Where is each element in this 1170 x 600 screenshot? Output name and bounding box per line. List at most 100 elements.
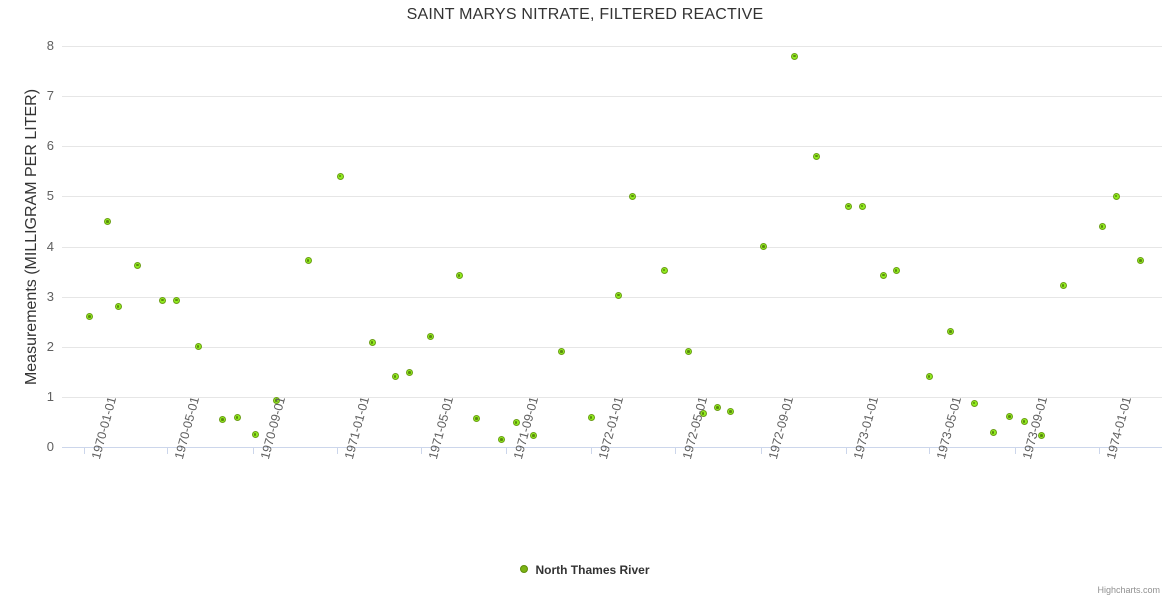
y-gridline <box>62 96 1162 98</box>
data-point[interactable] <box>272 397 280 405</box>
data-point[interactable] <box>455 272 463 280</box>
data-point[interactable] <box>1098 222 1106 230</box>
data-point-center <box>762 245 765 248</box>
data-point-center <box>949 330 952 333</box>
data-point-center <box>531 434 535 438</box>
data-point[interactable] <box>512 419 520 427</box>
x-tick-mark <box>420 448 422 454</box>
data-point[interactable] <box>858 202 866 210</box>
data-point-center <box>408 371 411 374</box>
data-point-center <box>88 315 91 318</box>
data-point-center <box>106 219 109 223</box>
data-point[interactable] <box>1038 432 1046 440</box>
data-point[interactable] <box>104 217 112 225</box>
y-tick-label: 5 <box>46 188 54 204</box>
data-point-center <box>370 341 374 344</box>
data-point-center <box>1138 259 1142 262</box>
plot-area <box>62 46 1162 448</box>
x-tick-mark <box>506 448 508 454</box>
data-point[interactable] <box>406 369 414 377</box>
y-axis-ticks: 0 1 2 3 4 5 6 7 8 <box>8 38 54 454</box>
data-point[interactable] <box>699 409 707 417</box>
data-point-center <box>1061 284 1065 287</box>
y-tick-label: 4 <box>46 238 54 254</box>
data-point-center <box>729 410 732 413</box>
data-point[interactable] <box>1112 192 1120 200</box>
y-gridline <box>62 196 1162 198</box>
data-point[interactable] <box>760 243 768 250</box>
data-point[interactable] <box>812 152 820 160</box>
data-point[interactable] <box>615 291 623 299</box>
data-point[interactable] <box>1059 282 1067 290</box>
data-point-center <box>631 194 634 198</box>
data-point[interactable] <box>970 399 978 407</box>
data-point-center <box>882 273 885 277</box>
data-point-center <box>474 417 478 421</box>
y-tick-label: 1 <box>46 388 54 404</box>
data-point[interactable] <box>304 257 312 265</box>
data-point[interactable] <box>497 435 505 443</box>
data-point[interactable] <box>684 348 692 356</box>
data-point-center <box>560 350 564 353</box>
data-point[interactable] <box>219 415 227 423</box>
x-tick-mark <box>1014 448 1016 454</box>
data-point[interactable] <box>368 339 376 347</box>
data-point[interactable] <box>159 296 167 304</box>
data-point-center <box>894 269 898 272</box>
data-point[interactable] <box>391 373 399 381</box>
data-point[interactable] <box>472 415 480 423</box>
data-point[interactable] <box>173 296 181 304</box>
data-point[interactable] <box>1020 418 1028 426</box>
data-point[interactable] <box>134 261 142 269</box>
y-gridline <box>62 46 1162 47</box>
x-tick-mark <box>337 448 339 454</box>
data-point[interactable] <box>989 428 997 436</box>
data-point[interactable] <box>880 271 888 279</box>
data-point[interactable] <box>114 303 122 311</box>
data-point[interactable] <box>86 313 94 321</box>
x-tick-mark <box>252 448 254 454</box>
x-tick-mark <box>1099 448 1101 454</box>
data-point[interactable] <box>587 414 595 422</box>
data-point[interactable] <box>629 192 637 200</box>
y-tick-label: 3 <box>46 288 54 304</box>
data-point-center <box>846 204 850 208</box>
data-point-center <box>175 298 178 302</box>
data-point[interactable] <box>251 430 259 438</box>
data-point-center <box>1022 420 1026 424</box>
data-point[interactable] <box>336 172 344 180</box>
data-point[interactable] <box>1006 413 1014 421</box>
data-point[interactable] <box>233 414 241 422</box>
data-point[interactable] <box>727 408 735 416</box>
data-point-center <box>499 437 503 441</box>
data-point[interactable] <box>1136 257 1144 265</box>
data-point[interactable] <box>714 404 722 412</box>
x-tick-mark <box>166 448 168 454</box>
y-tick-label: 6 <box>46 138 54 154</box>
data-point-center <box>927 375 931 378</box>
data-point-center <box>514 421 518 425</box>
x-tick-mark <box>591 448 593 454</box>
y-gridline <box>62 246 1162 248</box>
data-point-center <box>860 204 864 208</box>
data-point[interactable] <box>558 348 566 356</box>
data-point[interactable] <box>925 373 933 381</box>
data-point-center <box>116 305 120 308</box>
data-point[interactable] <box>844 202 852 210</box>
data-point[interactable] <box>791 52 799 60</box>
data-point[interactable] <box>529 432 537 440</box>
y-tick-label: 0 <box>46 439 54 454</box>
data-point[interactable] <box>427 333 435 341</box>
x-tick-mark <box>845 448 847 454</box>
x-axis-line <box>62 447 1162 448</box>
data-point[interactable] <box>660 266 668 274</box>
legend-item-north-thames-river[interactable]: North Thames River <box>520 562 650 577</box>
data-point[interactable] <box>947 328 955 336</box>
x-tick-mark <box>760 448 762 454</box>
data-point[interactable] <box>194 343 202 351</box>
credits-link[interactable]: Highcharts.com <box>1097 585 1160 595</box>
data-point-center <box>161 298 164 302</box>
data-point[interactable] <box>892 267 900 275</box>
data-point-center <box>589 416 593 420</box>
y-tick-label: 2 <box>46 338 54 354</box>
